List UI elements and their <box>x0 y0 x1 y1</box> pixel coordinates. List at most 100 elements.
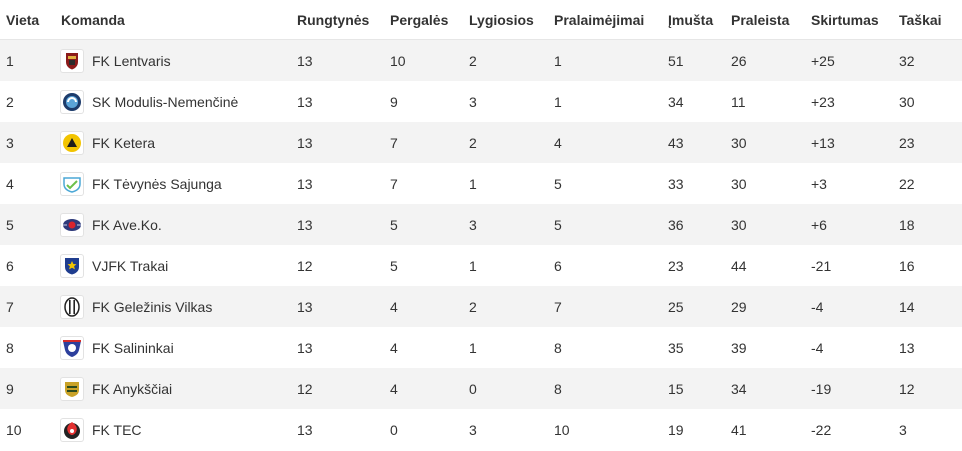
goals-for-cell: 36 <box>668 204 731 245</box>
team-cell-content: FK TEC <box>61 418 297 441</box>
position-cell: 2 <box>0 81 61 122</box>
header-position: Vieta <box>0 0 61 40</box>
team-cell-content: FK Tėvynės Sajunga <box>61 172 297 195</box>
team-name: FK Ketera <box>92 134 156 151</box>
position-cell: 10 <box>0 409 61 450</box>
team-cell: FK TEC <box>61 409 297 450</box>
team-name: FK Tėvynės Sajunga <box>92 175 222 192</box>
header-losses: Pralaimėjimai <box>554 0 668 40</box>
goals-for-cell: 34 <box>668 81 731 122</box>
fk-aveko-logo <box>61 213 83 236</box>
goals-against-cell: 11 <box>731 81 811 122</box>
draws-cell: 3 <box>469 409 554 450</box>
draws-cell: 3 <box>469 204 554 245</box>
goals-for-cell: 25 <box>668 286 731 327</box>
draws-cell: 2 <box>469 39 554 81</box>
table-row: 2 SK Modulis-Nemenčinė 13 9 3 1 34 11 +23 30 <box>0 81 962 122</box>
team-cell-content: SK Modulis-Nemenčinė <box>61 90 297 113</box>
played-cell: 13 <box>297 204 390 245</box>
goal-difference-cell: -4 <box>811 327 899 368</box>
team-name: FK Ave.Ko. <box>92 216 162 233</box>
goals-for-cell: 43 <box>668 122 731 163</box>
played-cell: 12 <box>297 368 390 409</box>
table-row: 8 FK Salininkai 13 4 1 8 35 39 -4 13 <box>0 327 962 368</box>
draws-cell: 0 <box>469 368 554 409</box>
header-played: Rungtynės <box>297 0 390 40</box>
position-cell: 6 <box>0 245 61 286</box>
team-cell: VJFK Trakai <box>61 245 297 286</box>
team-cell-content: FK Geležinis Vilkas <box>61 295 297 318</box>
header-team: Komanda <box>61 0 297 40</box>
team-cell: FK Ketera <box>61 122 297 163</box>
position-cell: 3 <box>0 122 61 163</box>
goal-difference-cell: +23 <box>811 81 899 122</box>
vjfk-trakai-logo <box>61 254 83 277</box>
header-points: Taškai <box>899 0 962 40</box>
fk-tec-logo <box>61 418 83 441</box>
wins-cell: 7 <box>390 163 469 204</box>
points-cell: 16 <box>899 245 962 286</box>
position-cell: 8 <box>0 327 61 368</box>
goals-for-cell: 35 <box>668 327 731 368</box>
table-row: 7 FK Geležinis Vilkas 13 4 2 7 25 29 -4 14 <box>0 286 962 327</box>
losses-cell: 8 <box>554 368 668 409</box>
fk-tevynes-sajunga-logo <box>61 172 83 195</box>
goals-for-cell: 51 <box>668 39 731 81</box>
fk-ketera-logo <box>61 131 83 154</box>
fk-lentvaris-logo <box>61 49 83 72</box>
team-name: FK TEC <box>92 421 142 438</box>
team-name: FK Lentvaris <box>92 52 171 69</box>
points-cell: 13 <box>899 327 962 368</box>
team-cell-content: FK Ave.Ko. <box>61 213 297 236</box>
table-header: Vieta Komanda Rungtynės Pergalės Lygiosi… <box>0 0 962 40</box>
goal-difference-cell: +6 <box>811 204 899 245</box>
goals-against-cell: 44 <box>731 245 811 286</box>
wins-cell: 5 <box>390 245 469 286</box>
table-row: 1 FK Lentvaris 13 10 2 1 51 26 +25 32 <box>0 39 962 81</box>
draws-cell: 1 <box>469 245 554 286</box>
points-cell: 23 <box>899 122 962 163</box>
losses-cell: 6 <box>554 245 668 286</box>
goals-against-cell: 30 <box>731 163 811 204</box>
team-cell: FK Anykščiai <box>61 368 297 409</box>
fk-salininkai-logo <box>61 336 83 359</box>
header-goals-for: Įmušta <box>668 0 731 40</box>
goals-against-cell: 39 <box>731 327 811 368</box>
header-draws: Lygiosios <box>469 0 554 40</box>
team-cell-content: VJFK Trakai <box>61 254 297 277</box>
wins-cell: 5 <box>390 204 469 245</box>
goals-for-cell: 19 <box>668 409 731 450</box>
header-goals-against: Praleista <box>731 0 811 40</box>
header-row: Vieta Komanda Rungtynės Pergalės Lygiosi… <box>0 0 962 40</box>
team-cell: FK Lentvaris <box>61 39 297 81</box>
goals-for-cell: 15 <box>668 368 731 409</box>
played-cell: 13 <box>297 81 390 122</box>
points-cell: 14 <box>899 286 962 327</box>
goal-difference-cell: -21 <box>811 245 899 286</box>
fk-gelezinis-vilkas-logo <box>61 295 83 318</box>
played-cell: 13 <box>297 163 390 204</box>
points-cell: 32 <box>899 39 962 81</box>
points-cell: 22 <box>899 163 962 204</box>
team-cell-content: FK Anykščiai <box>61 377 297 400</box>
draws-cell: 2 <box>469 122 554 163</box>
team-name: SK Modulis-Nemenčinė <box>92 93 239 110</box>
played-cell: 13 <box>297 409 390 450</box>
wins-cell: 10 <box>390 39 469 81</box>
team-cell: FK Ave.Ko. <box>61 204 297 245</box>
fk-anyksciai-logo <box>61 377 83 400</box>
points-cell: 3 <box>899 409 962 450</box>
played-cell: 13 <box>297 122 390 163</box>
wins-cell: 9 <box>390 81 469 122</box>
played-cell: 12 <box>297 245 390 286</box>
goals-against-cell: 30 <box>731 122 811 163</box>
wins-cell: 4 <box>390 286 469 327</box>
goals-against-cell: 34 <box>731 368 811 409</box>
played-cell: 13 <box>297 39 390 81</box>
sk-modulis-nemencine-logo <box>61 90 83 113</box>
draws-cell: 1 <box>469 327 554 368</box>
draws-cell: 3 <box>469 81 554 122</box>
position-cell: 1 <box>0 39 61 81</box>
points-cell: 18 <box>899 204 962 245</box>
